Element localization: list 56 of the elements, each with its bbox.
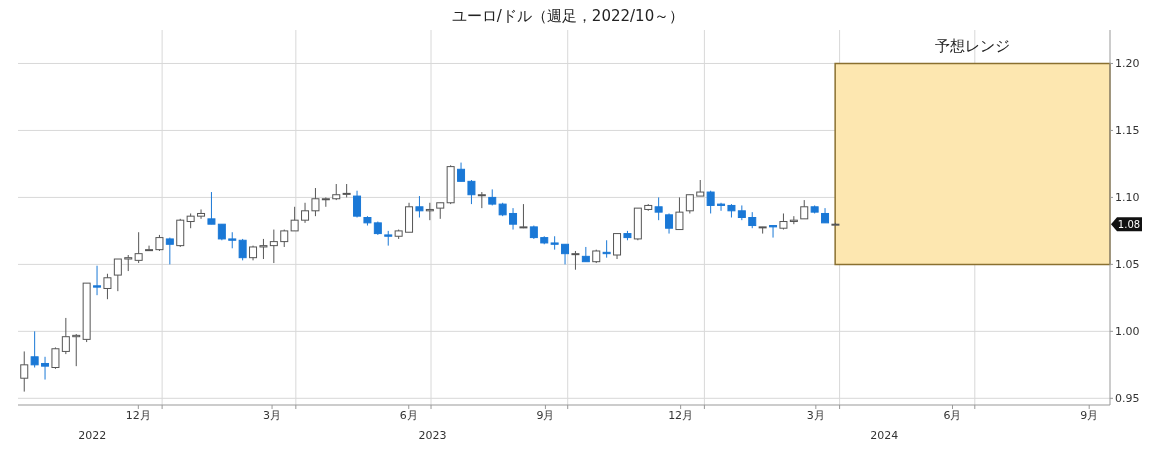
candlestick: [519, 203, 528, 229]
candlestick: [353, 190, 362, 218]
candlestick: [602, 239, 611, 259]
candlestick: [61, 317, 70, 355]
candlestick: [145, 245, 154, 252]
candlestick: [238, 238, 247, 261]
x2-tick-label: 2022: [78, 428, 107, 442]
y-tick-label: 1.05: [1115, 258, 1140, 272]
candlestick: [685, 194, 694, 214]
candlestick: [467, 179, 476, 205]
candlestick: [654, 196, 663, 221]
chart-title: ユーロ/ドル（週足，2022/10～）: [451, 7, 685, 25]
y-tick-label: 0.95: [1115, 392, 1140, 406]
y-tick-label: 1.00: [1115, 325, 1140, 339]
x-tick-label: 6月: [399, 408, 418, 422]
candlestick: [269, 229, 278, 264]
candlestick: [717, 202, 726, 212]
y-tick-label: 1.15: [1115, 124, 1140, 138]
x2-tick-label: 2024: [870, 428, 899, 442]
candlestick: [613, 233, 622, 260]
candlestick: [51, 346, 60, 370]
candlestick: [800, 199, 809, 220]
candlestick: [41, 356, 50, 381]
candlestick: [561, 243, 570, 265]
candlestick: [665, 212, 674, 235]
candlestick: [207, 191, 216, 225]
candlestick: [571, 250, 580, 271]
candlestick: [259, 238, 268, 260]
text: 1.08: [1117, 219, 1141, 231]
candlestick: [20, 350, 29, 393]
band-label: 予想レンジ: [935, 37, 1011, 56]
candlestick: [675, 196, 684, 231]
x-tick-label: 9月: [1080, 408, 1099, 422]
candlestick: [311, 187, 320, 217]
x-tick-label: 12月: [668, 408, 694, 422]
candlestick: [30, 330, 39, 368]
candlestick: [457, 162, 466, 182]
candlestick: [103, 273, 112, 300]
candlestick: [290, 206, 299, 232]
x-tick-label: 12月: [125, 408, 151, 422]
x2-tick-label: 2023: [418, 428, 447, 442]
candlestick: [415, 195, 424, 218]
x-tick-label: 6月: [943, 408, 962, 422]
y-tick-label: 1.20: [1115, 57, 1140, 71]
y-tick-label: 1.10: [1115, 191, 1140, 205]
candlestick: [197, 208, 206, 220]
candlestick: [93, 265, 102, 296]
candlestick: [165, 237, 174, 265]
x-tick-label: 3月: [263, 408, 282, 422]
candlestick: [769, 225, 778, 239]
x-tick-label: 9月: [536, 408, 555, 422]
candlestick: [301, 202, 310, 224]
candlestick: [509, 207, 518, 231]
x-tick-label: 3月: [806, 408, 825, 422]
candlestick: [113, 258, 122, 292]
candlestick: [134, 231, 143, 264]
